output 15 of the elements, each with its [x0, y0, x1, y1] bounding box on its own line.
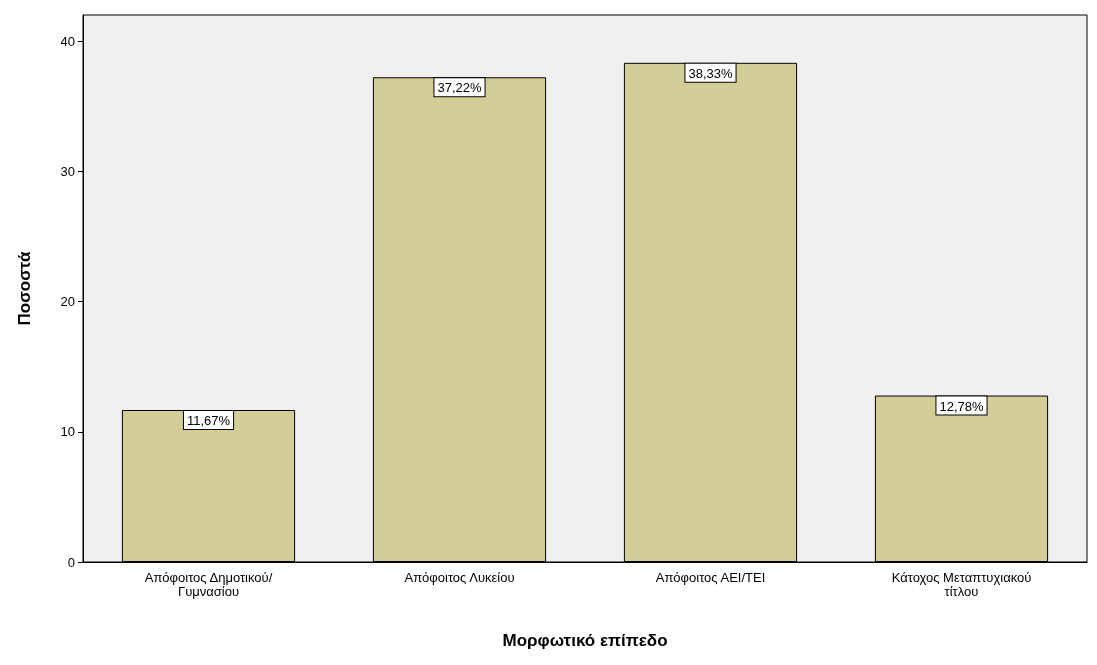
x-tick-label: Κάτοχος Μεταπτυχιακού τίτλου: [891, 569, 1032, 599]
data-label: 37,22%: [437, 80, 482, 96]
x-tick-label: Απόφοιτος Λυκείου: [404, 569, 515, 585]
x-axis-title: Μορφωτικό επίπεδο: [502, 631, 668, 650]
y-tick-label: 20: [60, 294, 75, 310]
y-tick-label: 30: [60, 163, 75, 179]
y-axis-title: Ποσοστά: [15, 251, 34, 326]
y-tick-label: 10: [60, 424, 75, 440]
data-label: 38,33%: [688, 65, 733, 81]
data-label: 12,78%: [939, 398, 984, 414]
y-tick-label: 0: [67, 554, 75, 570]
x-tick-label: Απόφοιτος ΑΕΙ/ΤΕΙ: [655, 569, 766, 585]
y-tick-label: 40: [60, 33, 75, 49]
data-label: 11,67%: [186, 413, 231, 429]
x-tick-label: Απόφοιτος Δημοτικού/ Γυμνασίου: [144, 569, 273, 599]
